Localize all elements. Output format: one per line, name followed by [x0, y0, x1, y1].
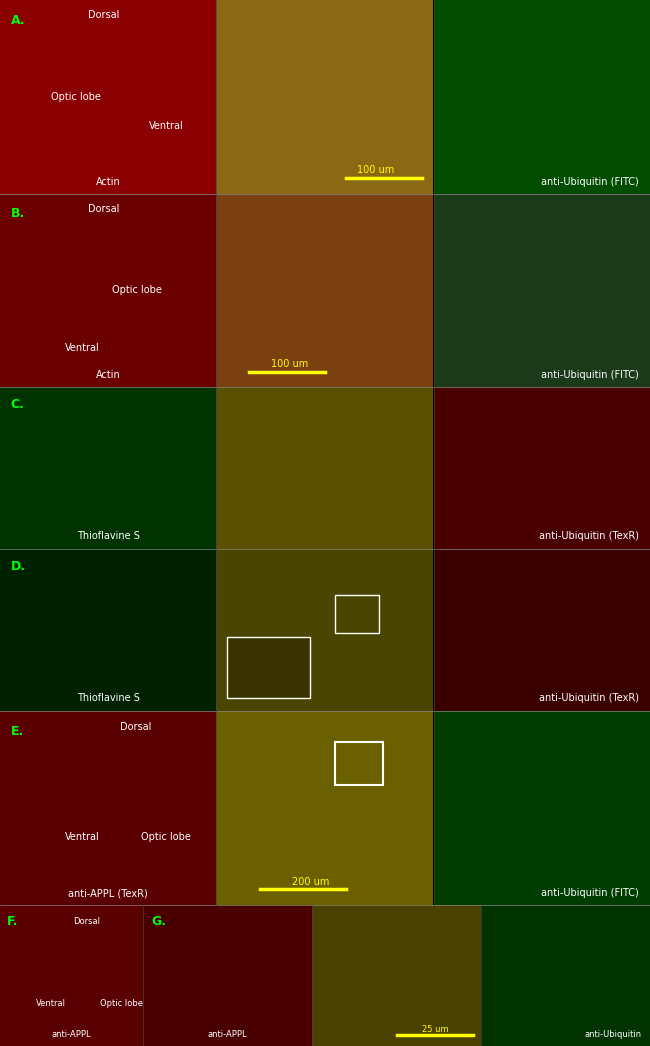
Bar [216, 549, 433, 711]
Text: G.: G. [151, 914, 166, 928]
Text: Dorsal: Dorsal [88, 10, 119, 21]
Text: anti-APPL (TexR): anti-APPL (TexR) [68, 888, 148, 899]
Text: anti-Ubiquitin (FITC): anti-Ubiquitin (FITC) [541, 177, 639, 187]
Bar [0, 194, 216, 387]
Text: Ventral: Ventral [65, 343, 99, 354]
Bar [0, 905, 143, 1046]
Text: Ventral: Ventral [150, 120, 184, 131]
Text: Optic lobe: Optic lobe [51, 92, 101, 101]
Text: E.: E. [11, 725, 24, 737]
Text: Thioflavine S: Thioflavine S [77, 693, 140, 703]
Text: Ventral: Ventral [36, 999, 66, 1008]
Text: anti-Ubiquitin (FITC): anti-Ubiquitin (FITC) [541, 370, 639, 381]
Bar [434, 711, 650, 905]
Bar [227, 637, 309, 699]
Text: 200 um: 200 um [292, 877, 330, 887]
Text: anti-Ubiquitin (TexR): anti-Ubiquitin (TexR) [540, 531, 639, 541]
Text: F.: F. [7, 914, 18, 928]
Bar [312, 905, 481, 1046]
Text: anti-Ubiquitin (FITC): anti-Ubiquitin (FITC) [541, 888, 639, 899]
Text: Thioflavine S: Thioflavine S [77, 531, 140, 541]
Bar [434, 549, 650, 711]
Text: Optic lobe: Optic lobe [140, 832, 190, 842]
Bar [216, 194, 433, 387]
Text: A.: A. [11, 14, 25, 26]
Text: anti-Ubiquitin: anti-Ubiquitin [584, 1030, 642, 1040]
Text: Optic lobe: Optic lobe [100, 999, 143, 1008]
Bar [216, 711, 433, 905]
Text: Actin: Actin [96, 177, 121, 187]
Text: anti-Ubiquitin (TexR): anti-Ubiquitin (TexR) [540, 693, 639, 703]
Text: 25 um: 25 um [422, 1024, 448, 1033]
Bar [434, 194, 650, 387]
Text: 100 um: 100 um [270, 359, 308, 369]
Bar [434, 387, 650, 549]
Text: Optic lobe: Optic lobe [112, 286, 162, 295]
Text: Dorsal: Dorsal [88, 204, 119, 214]
Text: B.: B. [11, 207, 25, 220]
Text: 100 um: 100 um [357, 165, 395, 176]
Text: anti-APPL: anti-APPL [208, 1030, 247, 1040]
Text: Actin: Actin [96, 370, 121, 381]
Bar [335, 743, 383, 784]
Bar [434, 0, 650, 194]
Bar [0, 549, 216, 711]
Bar [335, 594, 379, 634]
Text: D.: D. [11, 561, 26, 573]
Text: Dorsal: Dorsal [120, 722, 151, 732]
Text: Ventral: Ventral [65, 832, 99, 842]
Text: anti-APPL: anti-APPL [52, 1030, 91, 1040]
Text: Dorsal: Dorsal [73, 917, 100, 927]
Bar [216, 0, 433, 194]
Bar [0, 0, 216, 194]
Bar [0, 711, 216, 905]
Text: C.: C. [11, 399, 25, 411]
Bar [481, 905, 650, 1046]
Bar [143, 905, 312, 1046]
Bar [216, 387, 433, 549]
Bar [0, 387, 216, 549]
